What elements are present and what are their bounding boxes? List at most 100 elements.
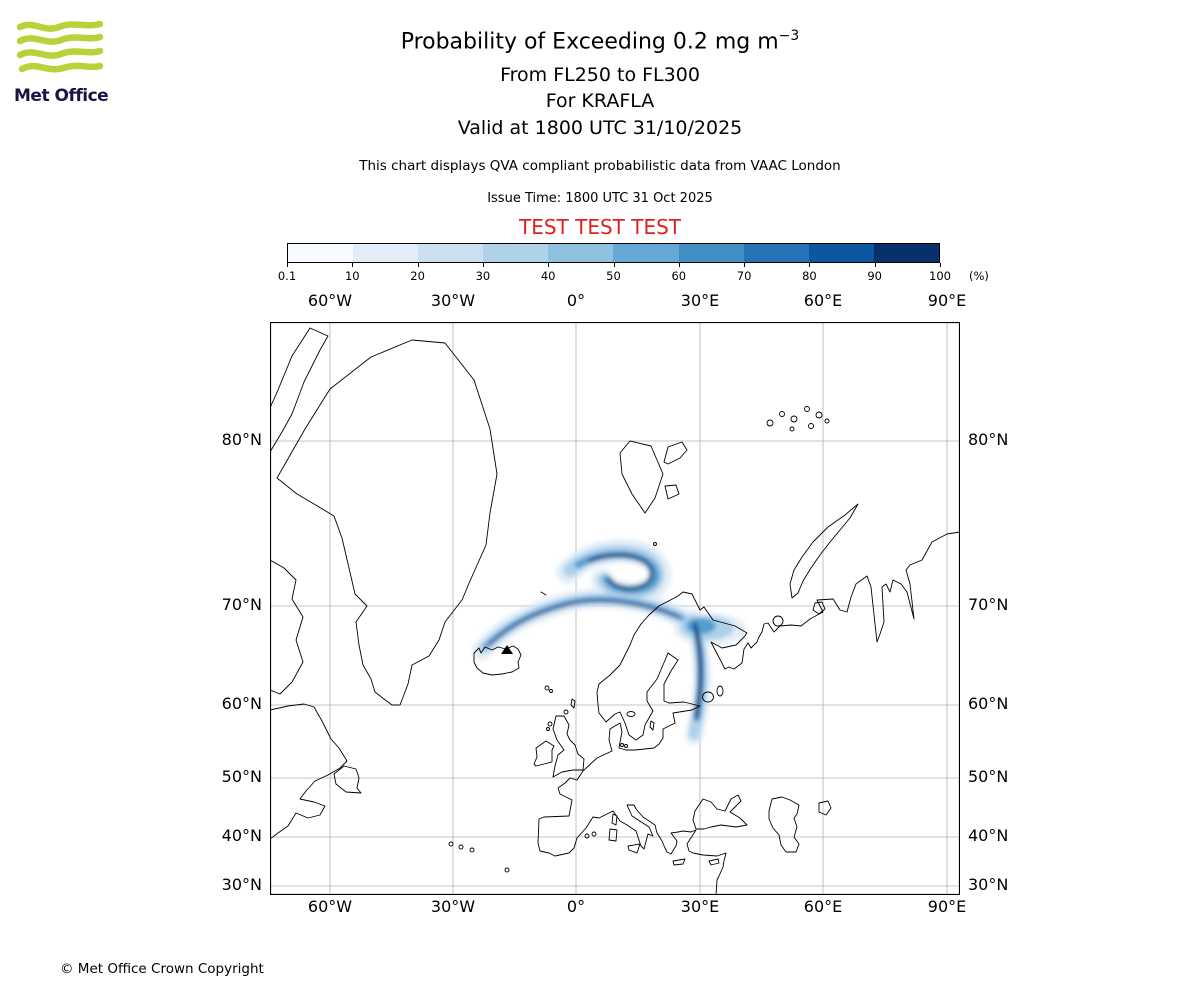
- colorbar-cell: [353, 244, 419, 262]
- colorbar-tick-mark: [548, 263, 550, 267]
- colorbar-tick-mark: [809, 263, 811, 267]
- lon-label-bottom-30e: 30°E: [680, 897, 720, 916]
- volcano-marker-krafla: [501, 645, 513, 654]
- map-border: [270, 322, 960, 895]
- lat-label-left-80n: 80°N: [221, 430, 262, 449]
- lat-label-right-30n: 30°N: [968, 875, 1009, 894]
- met-office-logo-waves: [16, 20, 104, 73]
- colorbar-tick-label: 70: [736, 269, 752, 283]
- met-office-logo-text: Met Office: [14, 86, 109, 106]
- subtitle-volcano: For KRAFLA: [545, 90, 655, 112]
- page-title-exponent: −3: [778, 28, 800, 44]
- black-sea-coast: [692, 794, 748, 830]
- page-title: Probability of Exceeding 0.2 mg m−3: [0, 28, 1200, 54]
- met-office-logo: Met Office: [14, 18, 114, 106]
- colorbar-tick-label: 10: [344, 269, 360, 283]
- ireland-coast: [533, 740, 555, 767]
- lon-label-bottom-30w: 30°W: [430, 897, 476, 916]
- colorbar-tick-label: 60: [671, 269, 687, 283]
- colorbar-tick-mark: [352, 263, 354, 267]
- colorbar-ticks: [287, 263, 941, 268]
- colorbar-unit: (%): [969, 269, 989, 283]
- colorbar-tick-labels: 0.1 10 20 30 40 50 60 70 80 90 100: [278, 269, 951, 283]
- lon-label-bottom-0: 0°: [566, 897, 586, 916]
- copyright-notice: © Met Office Crown Copyright: [60, 961, 264, 977]
- lat-label-right-70n: 70°N: [968, 595, 1009, 614]
- colorbar-tick-label: 100: [929, 269, 951, 283]
- lon-label-top-60w: 60°W: [307, 291, 353, 310]
- great-britain-coast: [552, 715, 585, 778]
- colorbar-tick-mark: [287, 263, 288, 267]
- colorbar-tick-label: 0.1: [277, 269, 297, 283]
- subtitle-flight-levels: From FL250 to FL300: [500, 64, 700, 86]
- vaygach-coast: [812, 601, 826, 615]
- crete-coast: [672, 858, 686, 866]
- colorbar-tick-mark: [940, 263, 941, 267]
- kolguyev-island: [772, 615, 784, 627]
- newfoundland-coast: [333, 765, 362, 794]
- colorbar-tick-mark: [417, 263, 419, 267]
- colorbar-tick-mark: [613, 263, 615, 267]
- labrador-coast: [270, 703, 348, 840]
- page-title-text: Probability of Exceeding 0.2 mg m: [400, 29, 779, 55]
- iceland-coast: [473, 645, 522, 676]
- colorbar-cell: [418, 244, 484, 262]
- issue-time: Issue Time: 1800 UTC 31 Oct 2025: [487, 191, 713, 206]
- colorbar-cell: [808, 244, 874, 262]
- colorbar-cell: [483, 244, 549, 262]
- lon-label-bottom-90e: 90°E: [927, 897, 967, 916]
- colorbar-cell: [288, 244, 354, 262]
- chart-description: This chart displays QVA compliant probab…: [359, 158, 841, 174]
- mediterranean-islands: [608, 813, 720, 866]
- ash-plume: [472, 539, 746, 745]
- eurasia-coast: [537, 531, 960, 895]
- lat-label-right-80n: 80°N: [968, 430, 1009, 449]
- lon-label-bottom-60w: 60°W: [307, 897, 353, 916]
- lon-label-bottom-60e: 60°E: [803, 897, 843, 916]
- lat-label-right-60n: 60°N: [968, 694, 1009, 713]
- greenland-coast: [276, 339, 498, 706]
- colorbar-cell: [743, 244, 809, 262]
- spitsbergen-coast: [619, 440, 664, 514]
- colorbar-tick-label: 80: [802, 269, 817, 283]
- map-canvas: [270, 322, 960, 895]
- colorbar-cell: [548, 244, 614, 262]
- colorbar-tick-mark: [678, 263, 680, 267]
- colorbar-tick-label: 20: [410, 269, 425, 283]
- lon-label-top-0: 0°: [566, 291, 586, 310]
- nordaustlandet-coast: [663, 441, 688, 465]
- baffin-coast: [270, 559, 304, 695]
- lakes: [626, 685, 724, 717]
- colorbar-tick-mark: [482, 263, 484, 267]
- colorbar-cells: [287, 243, 940, 263]
- test-banner: TEST TEST TEST: [518, 215, 681, 239]
- colorbar-cell: [613, 244, 679, 262]
- edgeoya-coast: [664, 484, 680, 500]
- small-islands: [448, 542, 657, 873]
- lon-label-top-90e: 90°E: [927, 291, 967, 310]
- colorbar-tick-label: 90: [867, 269, 883, 283]
- coastlines: [270, 327, 960, 895]
- lat-label-right-40n: 40°N: [968, 826, 1009, 845]
- subtitle-valid-time: Valid at 1800 UTC 31/10/2025: [457, 117, 743, 139]
- colorbar-cell: [873, 244, 939, 262]
- cyprus-coast: [708, 858, 720, 866]
- lat-label-left-70n: 70°N: [221, 595, 262, 614]
- colorbar-tick-label: 30: [475, 269, 491, 283]
- colorbar-tick-mark: [744, 263, 746, 267]
- lat-label-left-40n: 40°N: [221, 826, 262, 845]
- lat-label-left-50n: 50°N: [221, 767, 262, 786]
- lat-label-left-30n: 30°N: [221, 875, 262, 894]
- caspian-sea-coast: [768, 796, 800, 853]
- colorbar-tick-label: 40: [540, 269, 556, 283]
- novaya-zemlya-coast: [789, 503, 859, 599]
- sicily-coast: [627, 843, 641, 854]
- corsica-coast: [611, 813, 618, 826]
- colorbar-tick-mark: [874, 263, 876, 267]
- aral-sea-coast: [818, 800, 832, 816]
- lon-label-top-30w: 30°W: [430, 291, 476, 310]
- lon-label-top-60e: 60°E: [803, 291, 843, 310]
- colorbar: 0.1 10 20 30 40 50 60 70 80 90 100 (%): [278, 243, 989, 283]
- lat-label-right-50n: 50°N: [968, 767, 1009, 786]
